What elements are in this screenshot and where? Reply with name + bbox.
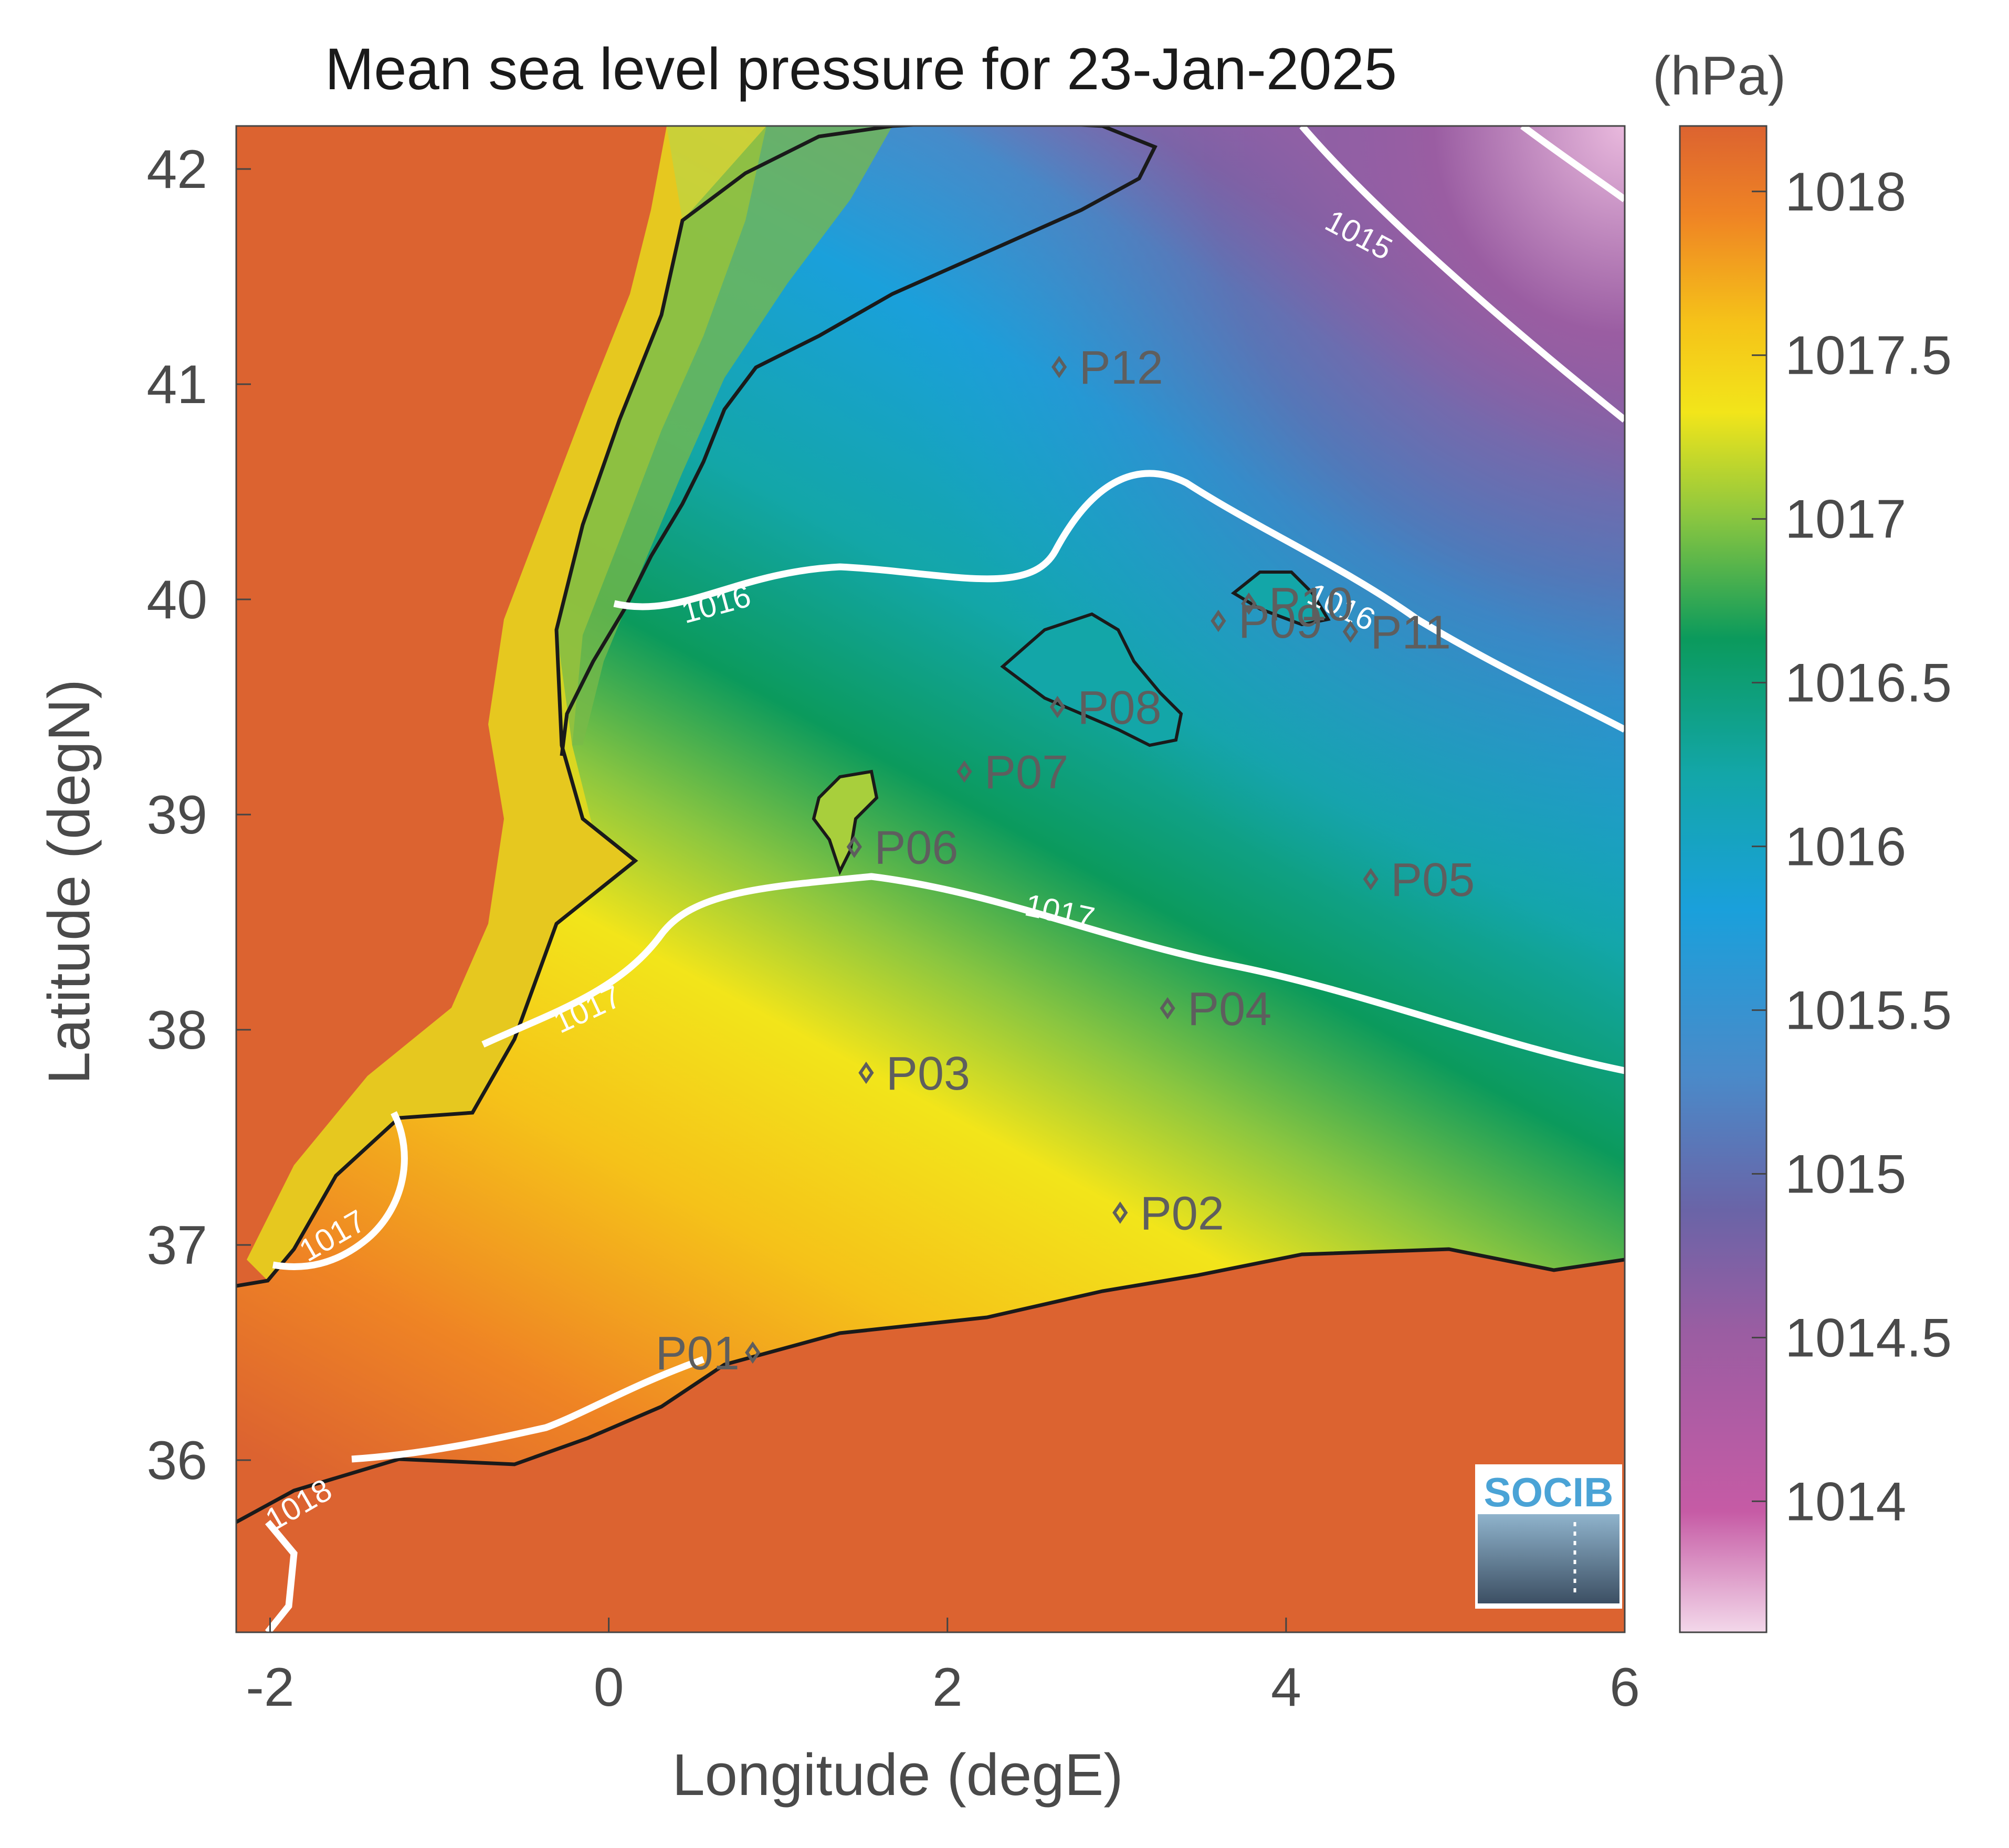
station-label: P07 [984, 746, 1068, 799]
iberia-land [236, 126, 682, 1286]
contour-1017-main [481, 873, 1625, 1074]
y-tick-label: 40 [146, 569, 207, 630]
colorbar-tick-label: 1014.5 [1785, 1307, 1952, 1368]
x-tick-label: 4 [1271, 1657, 1301, 1718]
y-tick-label: 36 [146, 1430, 207, 1491]
menorca-island [1230, 571, 1331, 627]
coastal-mid-band [556, 126, 892, 745]
contour-1017-west [272, 1111, 408, 1270]
station-marker [846, 836, 862, 858]
x-tick-label: -2 [246, 1657, 294, 1718]
station-marker [1160, 997, 1175, 1020]
station-marker [1049, 695, 1066, 719]
colorbar [1679, 125, 1768, 1633]
station-marker [956, 760, 972, 783]
colorbar-tick-label: 1017 [1785, 489, 1906, 550]
x-axis-label: Longitude (degE) [672, 1742, 1123, 1808]
contour-1015 [1299, 126, 1625, 423]
contour-1015-corner [1520, 126, 1625, 203]
station-marker [1112, 1201, 1128, 1224]
ibiza-island [812, 769, 879, 875]
station-label: P04 [1187, 983, 1271, 1036]
station-label: P01 [656, 1327, 740, 1380]
y-tick-label: 41 [146, 354, 207, 415]
station-label: P05 [1391, 854, 1475, 906]
y-tick-label: 38 [146, 1000, 207, 1061]
colorbar-tick-label: 1016 [1785, 817, 1906, 878]
mallorca-island [1000, 612, 1183, 747]
x-tick-label: 6 [1610, 1657, 1640, 1718]
station-marker [1342, 620, 1359, 643]
colorbar-tick-label: 1014 [1785, 1471, 1906, 1532]
station-marker [745, 1341, 761, 1364]
chart-title: Mean sea level pressure for 23-Jan-2025 [325, 36, 1397, 102]
colorbar-tick-label: 1017.5 [1785, 325, 1952, 386]
iberian-coastline [236, 126, 1158, 1288]
station-marker [1211, 609, 1226, 632]
y-tick-label: 39 [146, 785, 207, 846]
socib-logo: SOCIB [1475, 1464, 1622, 1609]
contour-1018-south [265, 1519, 298, 1632]
station-marker [858, 1061, 874, 1084]
station-label: P12 [1079, 342, 1163, 394]
station-label: P02 [1140, 1188, 1224, 1240]
x-tick-label: 0 [594, 1657, 624, 1718]
y-tick-label: 37 [146, 1215, 207, 1276]
colorbar-tick-label: 1016.5 [1785, 653, 1952, 714]
x-tick-label: 2 [932, 1657, 963, 1718]
station-label: P10 [1269, 578, 1353, 631]
contour-1016 [613, 470, 1625, 733]
contour-1018 [351, 1356, 705, 1463]
colorbar-ticks: 1018 1017.5 1017 1016.5 1016 1015.5 1015 1014.5… [1752, 162, 1952, 1532]
logo-wave-panel [1478, 1514, 1619, 1603]
station-label: P08 [1077, 682, 1161, 734]
station-label: P11 [1370, 607, 1450, 659]
station-label: P06 [874, 822, 958, 874]
station-marker [1051, 355, 1067, 378]
y-axis-label: Latitude (degN) [36, 679, 102, 1084]
station-marker [1241, 592, 1257, 615]
african-coastline [236, 1247, 1625, 1524]
station-marker [1363, 868, 1379, 891]
y-tick-label: 42 [146, 139, 207, 200]
colorbar-tick-label: 1018 [1785, 162, 1906, 223]
y-axis-ticks: 42 41 40 39 38 37 36 [146, 139, 251, 1491]
logo-text: SOCIB [1484, 1469, 1613, 1515]
station-label: P03 [886, 1048, 970, 1100]
units-label: (hPa) [1653, 46, 1786, 107]
x-axis-ticks: -2 0 2 4 6 [246, 1618, 1640, 1718]
colorbar-tick-label: 1015.5 [1785, 980, 1952, 1041]
north-africa-land [236, 1249, 1625, 1632]
colorbar-tick-label: 1015 [1785, 1144, 1906, 1205]
map-frame [235, 125, 1626, 1633]
